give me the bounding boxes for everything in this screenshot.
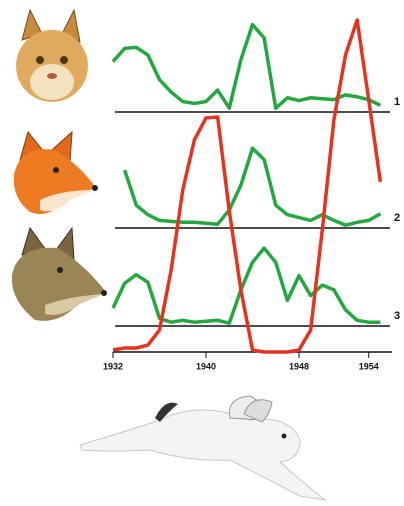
fox-illustration bbox=[13, 130, 98, 214]
lynx-illustration bbox=[16, 8, 88, 102]
predator-line bbox=[111, 246, 381, 325]
wolf-illustration bbox=[11, 226, 107, 321]
x-tick-label: 1954 bbox=[359, 361, 379, 371]
predator-line bbox=[122, 146, 382, 227]
hare-illustration bbox=[79, 395, 327, 501]
x-tick-label: 1948 bbox=[289, 361, 309, 371]
series-label: 1 bbox=[394, 96, 400, 108]
series-label: 2 bbox=[394, 212, 400, 224]
hare-line bbox=[112, 18, 383, 354]
series-label: 3 bbox=[394, 310, 400, 322]
predator-line bbox=[111, 22, 382, 110]
x-tick-label: 1932 bbox=[103, 361, 123, 371]
x-tick-label: 1940 bbox=[196, 361, 216, 371]
